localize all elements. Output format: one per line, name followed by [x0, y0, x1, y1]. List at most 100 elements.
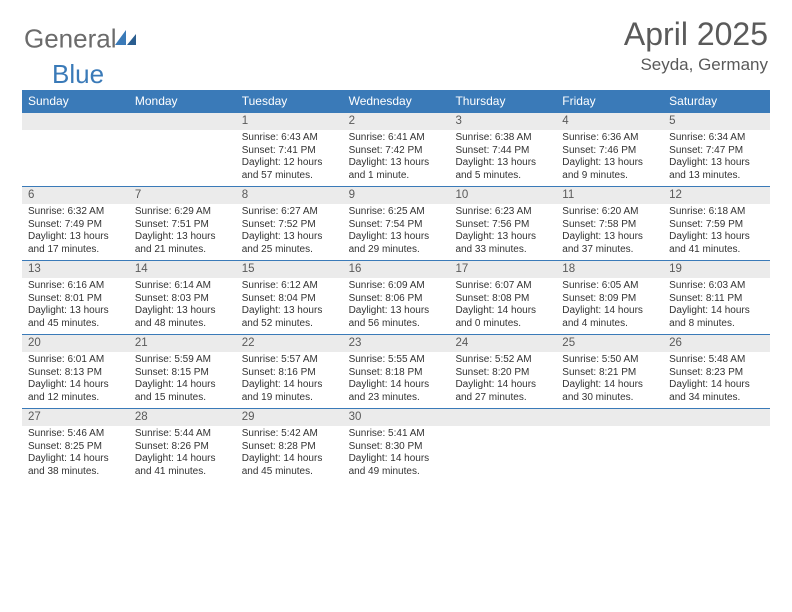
day-cell: [663, 426, 770, 482]
day-number: 29: [236, 409, 343, 426]
day-cell-body: Sunrise: 6:27 AMSunset: 7:52 PMDaylight:…: [236, 204, 343, 260]
day-line: Sunset: 7:52 PM: [242, 219, 339, 232]
day-header-row: SundayMondayTuesdayWednesdayThursdayFrid…: [22, 90, 770, 112]
day-line: Sunset: 7:59 PM: [669, 219, 766, 232]
day-number: 27: [22, 409, 129, 426]
day-cell-body: Sunrise: 6:20 AMSunset: 7:58 PMDaylight:…: [556, 204, 663, 260]
day-number: 21: [129, 335, 236, 352]
day-cell: Sunrise: 6:14 AMSunset: 8:03 PMDaylight:…: [129, 278, 236, 334]
week-row: Sunrise: 6:01 AMSunset: 8:13 PMDaylight:…: [22, 352, 770, 408]
daynum-row: 20212223242526: [22, 334, 770, 352]
day-line: Sunrise: 6:05 AM: [562, 280, 659, 293]
day-line: Sunset: 8:18 PM: [349, 367, 446, 380]
day-cell: Sunrise: 6:38 AMSunset: 7:44 PMDaylight:…: [449, 130, 556, 186]
day-cell-body: Sunrise: 6:34 AMSunset: 7:47 PMDaylight:…: [663, 130, 770, 186]
location: Seyda, Germany: [624, 55, 768, 75]
day-line: Sunset: 7:46 PM: [562, 145, 659, 158]
day-number: [556, 409, 663, 426]
day-line: Sunrise: 6:23 AM: [455, 206, 552, 219]
day-line: Sunrise: 5:44 AM: [135, 428, 232, 441]
day-line: Sunset: 8:08 PM: [455, 293, 552, 306]
week-row: Sunrise: 5:46 AMSunset: 8:25 PMDaylight:…: [22, 426, 770, 482]
day-cell: Sunrise: 6:09 AMSunset: 8:06 PMDaylight:…: [343, 278, 450, 334]
day-cell: Sunrise: 5:50 AMSunset: 8:21 PMDaylight:…: [556, 352, 663, 408]
day-line: Daylight: 14 hours and 4 minutes.: [562, 305, 659, 330]
day-line: Daylight: 13 hours and 9 minutes.: [562, 157, 659, 182]
day-cell: Sunrise: 6:05 AMSunset: 8:09 PMDaylight:…: [556, 278, 663, 334]
day-header: Monday: [129, 90, 236, 112]
day-line: Sunset: 8:03 PM: [135, 293, 232, 306]
day-line: Sunset: 7:54 PM: [349, 219, 446, 232]
day-cell: Sunrise: 5:48 AMSunset: 8:23 PMDaylight:…: [663, 352, 770, 408]
day-line: Daylight: 13 hours and 56 minutes.: [349, 305, 446, 330]
day-number: 6: [22, 187, 129, 204]
day-cell: Sunrise: 6:18 AMSunset: 7:59 PMDaylight:…: [663, 204, 770, 260]
day-line: Sunrise: 6:09 AM: [349, 280, 446, 293]
day-cell-body: Sunrise: 5:52 AMSunset: 8:20 PMDaylight:…: [449, 352, 556, 408]
day-line: Sunrise: 6:43 AM: [242, 132, 339, 145]
day-line: Sunrise: 5:41 AM: [349, 428, 446, 441]
day-line: Sunrise: 6:14 AM: [135, 280, 232, 293]
day-cell: Sunrise: 6:36 AMSunset: 7:46 PMDaylight:…: [556, 130, 663, 186]
day-cell-body: Sunrise: 5:41 AMSunset: 8:30 PMDaylight:…: [343, 426, 450, 482]
day-line: Daylight: 13 hours and 5 minutes.: [455, 157, 552, 182]
day-number: 13: [22, 261, 129, 278]
day-line: Sunrise: 6:32 AM: [28, 206, 125, 219]
day-number: [449, 409, 556, 426]
day-cell-body: Sunrise: 5:42 AMSunset: 8:28 PMDaylight:…: [236, 426, 343, 482]
daynum-row: 27282930: [22, 408, 770, 426]
day-line: Daylight: 13 hours and 41 minutes.: [669, 231, 766, 256]
day-cell: Sunrise: 6:01 AMSunset: 8:13 PMDaylight:…: [22, 352, 129, 408]
day-number: 22: [236, 335, 343, 352]
day-cell: Sunrise: 6:23 AMSunset: 7:56 PMDaylight:…: [449, 204, 556, 260]
day-number: 4: [556, 113, 663, 130]
day-cell: Sunrise: 6:32 AMSunset: 7:49 PMDaylight:…: [22, 204, 129, 260]
day-number: [129, 113, 236, 130]
day-cell-body: Sunrise: 5:55 AMSunset: 8:18 PMDaylight:…: [343, 352, 450, 408]
day-number: 5: [663, 113, 770, 130]
daynum-row: 13141516171819: [22, 260, 770, 278]
day-cell-body: Sunrise: 6:29 AMSunset: 7:51 PMDaylight:…: [129, 204, 236, 260]
day-header: Tuesday: [236, 90, 343, 112]
day-line: Sunset: 8:01 PM: [28, 293, 125, 306]
day-header: Sunday: [22, 90, 129, 112]
day-line: Sunrise: 6:07 AM: [455, 280, 552, 293]
day-line: Daylight: 13 hours and 21 minutes.: [135, 231, 232, 256]
day-line: Daylight: 12 hours and 57 minutes.: [242, 157, 339, 182]
day-cell-body: [129, 130, 236, 186]
day-cell: Sunrise: 5:52 AMSunset: 8:20 PMDaylight:…: [449, 352, 556, 408]
day-line: Sunrise: 6:12 AM: [242, 280, 339, 293]
day-cell: Sunrise: 5:44 AMSunset: 8:26 PMDaylight:…: [129, 426, 236, 482]
day-line: Sunrise: 6:27 AM: [242, 206, 339, 219]
day-number: 17: [449, 261, 556, 278]
day-number: 30: [343, 409, 450, 426]
day-cell: [449, 426, 556, 482]
day-number: 16: [343, 261, 450, 278]
day-cell: [556, 426, 663, 482]
day-line: Sunrise: 5:59 AM: [135, 354, 232, 367]
day-cell-body: Sunrise: 5:57 AMSunset: 8:16 PMDaylight:…: [236, 352, 343, 408]
day-line: Sunset: 8:30 PM: [349, 441, 446, 454]
day-number: 2: [343, 113, 450, 130]
month-title: April 2025: [624, 16, 768, 53]
day-cell-body: Sunrise: 6:12 AMSunset: 8:04 PMDaylight:…: [236, 278, 343, 334]
header: General Blue April 2025 Seyda, Germany: [0, 0, 792, 90]
day-cell-body: Sunrise: 6:16 AMSunset: 8:01 PMDaylight:…: [22, 278, 129, 334]
day-cell: Sunrise: 6:25 AMSunset: 7:54 PMDaylight:…: [343, 204, 450, 260]
day-line: Sunset: 7:41 PM: [242, 145, 339, 158]
day-cell-body: Sunrise: 6:41 AMSunset: 7:42 PMDaylight:…: [343, 130, 450, 186]
day-cell-body: Sunrise: 6:05 AMSunset: 8:09 PMDaylight:…: [556, 278, 663, 334]
daynum-row: 12345: [22, 112, 770, 130]
day-line: Sunset: 8:23 PM: [669, 367, 766, 380]
day-line: Sunset: 8:21 PM: [562, 367, 659, 380]
day-header: Wednesday: [343, 90, 450, 112]
day-cell: Sunrise: 5:42 AMSunset: 8:28 PMDaylight:…: [236, 426, 343, 482]
day-line: Sunrise: 6:38 AM: [455, 132, 552, 145]
day-line: Daylight: 14 hours and 30 minutes.: [562, 379, 659, 404]
title-block: April 2025 Seyda, Germany: [624, 16, 768, 75]
day-line: Sunset: 7:49 PM: [28, 219, 125, 232]
logo-text-2: Blue: [52, 59, 104, 89]
day-cell-body: Sunrise: 6:25 AMSunset: 7:54 PMDaylight:…: [343, 204, 450, 260]
week-row: Sunrise: 6:32 AMSunset: 7:49 PM Daylight:…: [22, 204, 770, 260]
day-number: 24: [449, 335, 556, 352]
